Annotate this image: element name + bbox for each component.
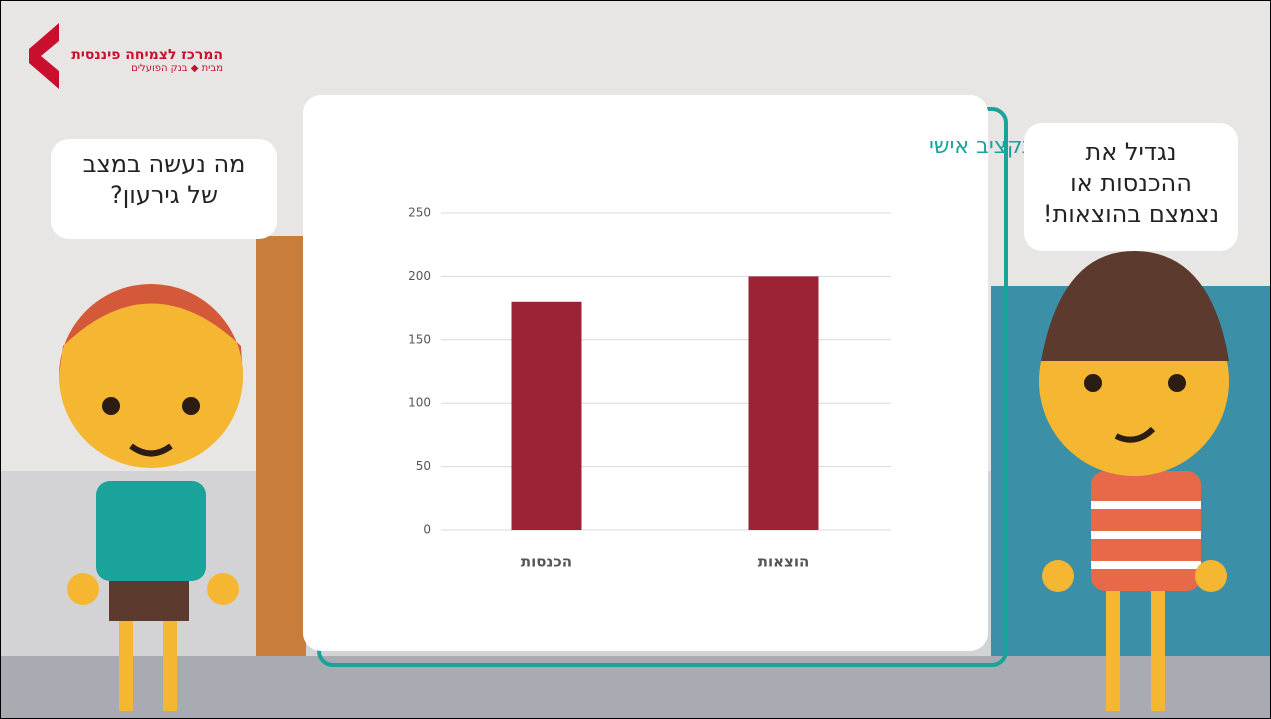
slide: תקציב אישי 0 50 100 150 200 250 הכנסות הוצאות ה… xyxy=(0,0,1271,719)
logo-title: המרכז לצמיחה פיננסית xyxy=(63,47,223,63)
y-tick-label: 0 xyxy=(423,523,431,537)
logo-subtitle: מבית ◆ בנק הפועלים xyxy=(63,63,223,74)
logo-prefix: מבית xyxy=(202,63,223,74)
bubble-line: נגדיל את xyxy=(1024,137,1238,168)
scene: תקציב אישי 0 50 100 150 200 250 הכנסות הוצאות xyxy=(1,1,1270,718)
x-tick-label: הוצאות xyxy=(758,553,810,571)
bubble-line: של גירעון? xyxy=(51,180,277,211)
y-tick-label: 50 xyxy=(416,459,431,473)
y-tick-label: 200 xyxy=(408,269,431,283)
logo-bank: בנק הפועלים xyxy=(131,63,187,74)
y-tick-label: 150 xyxy=(408,332,431,346)
logo: המרכז לצמיחה פיננסית מבית ◆ בנק הפועלים xyxy=(63,47,223,74)
chart-title: תקציב אישי xyxy=(929,134,1037,159)
y-tick-label: 250 xyxy=(408,206,431,220)
bar xyxy=(512,302,582,530)
x-tick-label: הכנסות xyxy=(521,553,572,571)
y-tick-label: 100 xyxy=(408,396,431,410)
door xyxy=(256,236,306,656)
right-bubble: נגדיל את ההכנסות או נצמצם בהוצאות! xyxy=(1024,123,1238,251)
bubble-line: נצמצם בהוצאות! xyxy=(1024,199,1238,230)
chart-card xyxy=(303,95,988,651)
left-bubble: מה נעשה במצב של גירעון? xyxy=(51,139,277,239)
bar xyxy=(749,276,819,530)
bubble-line: מה נעשה במצב xyxy=(51,149,277,180)
bubble-line: ההכנסות או xyxy=(1024,168,1238,199)
